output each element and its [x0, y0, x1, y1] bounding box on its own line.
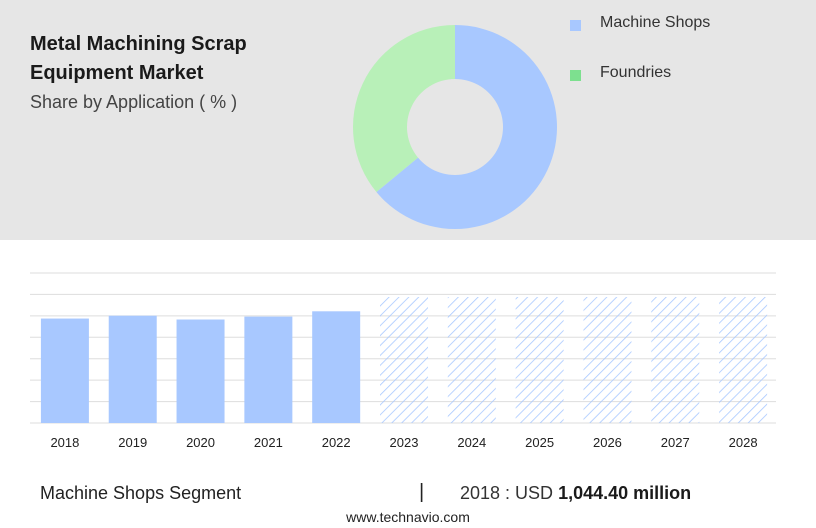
- donut-slice-foundries[interactable]: [353, 25, 455, 193]
- forecast-bar-2023[interactable]: [380, 297, 428, 423]
- x-tick-label: 2022: [322, 435, 351, 450]
- donut-chart: [353, 25, 557, 230]
- chart-subtitle: Share by Application ( % ): [30, 92, 238, 112]
- x-tick-label: 2020: [186, 435, 215, 450]
- x-tick-label: 2025: [525, 435, 554, 450]
- x-tick-label: 2027: [661, 435, 690, 450]
- footer-value-prefix: 2018 : USD: [460, 483, 554, 503]
- x-tick-label: 2018: [50, 435, 79, 450]
- bar-2020[interactable]: [176, 319, 225, 424]
- footer-segment-label: Machine Shops Segment: [40, 483, 242, 503]
- forecast-bar-2027[interactable]: [651, 297, 700, 423]
- legend-swatch-machine-shops: [570, 20, 581, 31]
- legend-swatch-foundries: [570, 70, 581, 81]
- footer-value: 2018 : USD 1,044.40 million: [460, 483, 691, 504]
- x-tick-label: 2021: [254, 435, 283, 450]
- footer-divider: |: [419, 481, 425, 503]
- source-link[interactable]: www.technavio.com: [346, 509, 470, 525]
- legend-label: Machine Shops: [600, 14, 711, 31]
- x-tick-label: 2023: [390, 435, 419, 450]
- legend-label: Foundries: [600, 64, 672, 81]
- x-tick-label: 2026: [593, 435, 622, 450]
- forecast-bar-2026[interactable]: [583, 297, 632, 423]
- chart-title: Metal Machining Scrap Equipment Market: [30, 33, 247, 84]
- forecast-bar-2024[interactable]: [447, 297, 496, 423]
- bar-2022[interactable]: [312, 311, 361, 423]
- forecast-bar-2028[interactable]: [719, 297, 768, 423]
- bar-2018[interactable]: [40, 318, 89, 423]
- footer-value-amount: 1,044.40 million: [558, 483, 692, 503]
- forecast-bar-2025[interactable]: [515, 297, 564, 423]
- bar-2021[interactable]: [244, 316, 293, 423]
- x-tick-label: 2024: [457, 435, 486, 450]
- x-tick-label: 2019: [118, 435, 147, 450]
- x-tick-label: 2028: [729, 435, 758, 450]
- bar-2019[interactable]: [108, 315, 157, 423]
- donut-slice-machine-shops[interactable]: [376, 25, 557, 230]
- bar-chart: 2018 2019 2020 2021 2022 2023 2024 2025 2026 2027…: [30, 272, 776, 450]
